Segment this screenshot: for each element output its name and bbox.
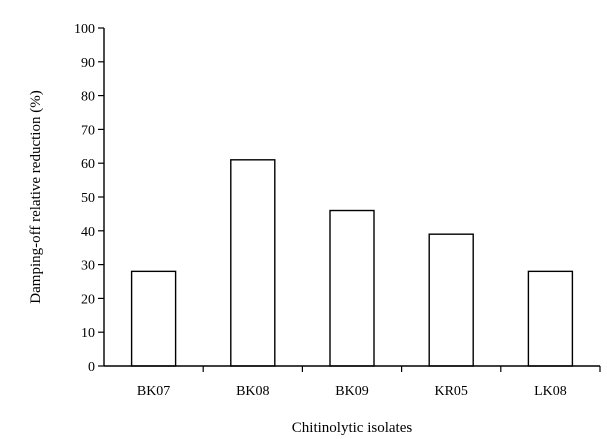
y-tick-label-40: 40 xyxy=(81,225,95,240)
y-tick-label-70: 70 xyxy=(81,123,95,138)
bar-bk08 xyxy=(230,159,276,367)
bar-bk07 xyxy=(130,270,177,367)
y-tick-label-10: 10 xyxy=(81,326,95,341)
x-tick-label-bk07: BK07 xyxy=(137,384,170,399)
y-tick-label-0: 0 xyxy=(88,360,95,375)
x-tick-label-kr05: KR05 xyxy=(434,384,467,399)
bar-lk08 xyxy=(527,270,574,367)
bar-bk09 xyxy=(329,209,375,367)
y-tick-label-30: 30 xyxy=(81,259,95,274)
y-tick-label-80: 80 xyxy=(81,90,95,105)
x-tick-label-lk08: LK08 xyxy=(534,384,567,399)
x-tick-label-bk08: BK08 xyxy=(236,384,269,399)
y-tick-label-100: 100 xyxy=(74,22,95,37)
y-axis-ticks: 0 10 20 30 40 50 60 70 80 90 100 xyxy=(74,22,104,375)
x-axis-title: Chitinolytic isolates xyxy=(292,420,413,436)
y-tick-label-90: 90 xyxy=(81,56,95,71)
bar-kr05 xyxy=(428,233,474,367)
y-tick-label-50: 50 xyxy=(81,191,95,206)
y-tick-label-20: 20 xyxy=(81,292,95,307)
bars xyxy=(130,159,574,367)
x-axis-ticks: BK07 BK08 BK09 KR05 LK08 xyxy=(137,366,601,399)
y-tick-label-60: 60 xyxy=(81,157,95,172)
x-tick-label-bk09: BK09 xyxy=(335,384,368,399)
y-axis-title: Damping-off relative reduction (%) xyxy=(28,90,44,303)
